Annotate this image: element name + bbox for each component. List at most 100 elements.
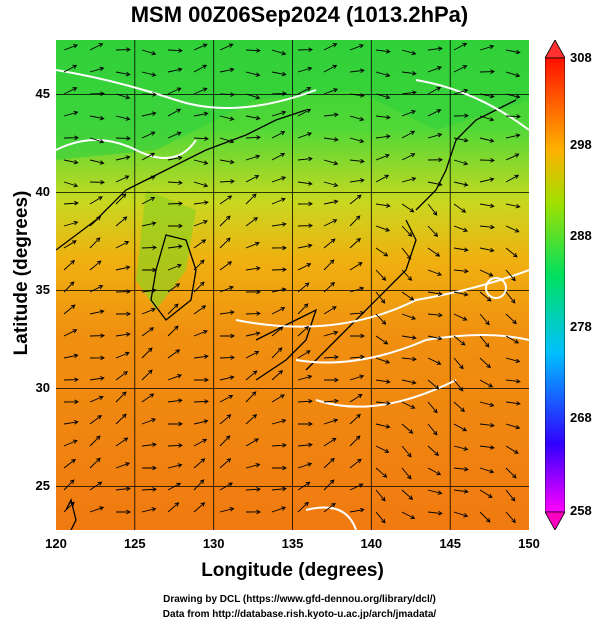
wind-arrow bbox=[401, 269, 413, 281]
wind-arrow bbox=[453, 379, 464, 392]
wind-arrow bbox=[401, 176, 417, 183]
wind-arrow bbox=[401, 335, 417, 340]
x-tick-label: 125 bbox=[123, 536, 146, 551]
wind-arrow bbox=[219, 92, 235, 97]
grid bbox=[56, 40, 529, 530]
wind-arrow bbox=[245, 414, 258, 425]
chart-title: MSM 00Z06Sep2024 (1013.2hPa) bbox=[130, 2, 469, 27]
wind-arrow bbox=[323, 437, 337, 447]
wind-arrow bbox=[167, 374, 182, 381]
wind-arrow bbox=[427, 132, 443, 139]
wind-arrow bbox=[193, 281, 205, 293]
wind-arrow bbox=[63, 377, 79, 382]
wind-arrow bbox=[141, 418, 157, 425]
wind-arrow bbox=[323, 88, 339, 95]
wind-arrow bbox=[505, 247, 518, 258]
wind-arrow bbox=[63, 281, 75, 293]
y-tick-label: 40 bbox=[35, 184, 50, 200]
wind-arrow bbox=[297, 87, 312, 95]
colorbar-tick: 258 bbox=[570, 503, 592, 518]
wind-arrow bbox=[323, 159, 339, 166]
wind-arrow bbox=[453, 511, 469, 518]
wind-arrow bbox=[297, 350, 311, 359]
wind-arrow bbox=[167, 48, 183, 53]
wind-arrow bbox=[323, 137, 339, 142]
wind-arrow bbox=[505, 489, 516, 502]
wind-arrow bbox=[427, 86, 442, 95]
wind-arrow bbox=[141, 442, 157, 448]
wind-arrow bbox=[427, 181, 443, 187]
wind-arrow bbox=[167, 421, 183, 427]
wind-arrow bbox=[297, 223, 313, 228]
wind-arrow bbox=[401, 511, 416, 520]
wind-arrow bbox=[349, 310, 365, 316]
wind-arrow bbox=[167, 283, 181, 293]
wind-arrow bbox=[219, 458, 232, 469]
wind-arrow bbox=[245, 154, 261, 161]
wind-arrow bbox=[401, 313, 417, 320]
wind-arrow bbox=[167, 349, 181, 359]
wind-arrow bbox=[479, 379, 494, 388]
wind-arrow bbox=[141, 71, 157, 77]
wind-arrow bbox=[141, 267, 157, 273]
wind-arrow bbox=[349, 215, 361, 227]
wind-arrow bbox=[63, 44, 78, 51]
wind-arrow bbox=[479, 489, 493, 498]
wind-arrow bbox=[115, 71, 131, 77]
wind-arrow bbox=[167, 180, 183, 186]
wind-arrow bbox=[89, 376, 105, 381]
wind-arrow bbox=[505, 401, 521, 406]
wind-arrow bbox=[453, 181, 469, 187]
wind-arrow bbox=[505, 511, 516, 524]
wind-arrow bbox=[89, 115, 105, 121]
wind-arrow bbox=[401, 489, 414, 500]
wind-arrow bbox=[271, 71, 287, 77]
wind-arrow bbox=[193, 87, 208, 95]
y-tick-label: 25 bbox=[35, 478, 50, 494]
wind-arrow bbox=[427, 109, 442, 117]
wind-arrow bbox=[427, 291, 443, 296]
wind-arrow bbox=[375, 174, 390, 183]
wind-arrow bbox=[505, 467, 517, 479]
wind-arrow bbox=[401, 467, 412, 480]
x-axis-label: Longitude (degrees) bbox=[201, 560, 384, 581]
colorbar bbox=[545, 40, 565, 530]
wind-arrow bbox=[375, 313, 387, 325]
wind-arrow bbox=[349, 93, 365, 98]
wind-arrow bbox=[89, 179, 105, 185]
wind-arrow bbox=[323, 181, 339, 188]
wind-arrow bbox=[219, 67, 235, 73]
wind-arrow bbox=[63, 329, 78, 337]
wind-arrow bbox=[427, 66, 442, 73]
wind-arrow bbox=[141, 196, 156, 205]
wind-arrow bbox=[323, 259, 335, 271]
wind-arrow bbox=[453, 137, 469, 143]
wind-arrow bbox=[271, 506, 287, 513]
wind-arrow bbox=[297, 374, 313, 381]
wind-arrow bbox=[297, 303, 309, 315]
wind-arrow bbox=[349, 158, 365, 164]
wind-arrow bbox=[375, 357, 391, 364]
wind-arrow bbox=[323, 43, 338, 51]
wind-arrow bbox=[349, 435, 361, 447]
y-tick-label: 45 bbox=[35, 86, 50, 102]
wind-arrow bbox=[453, 489, 469, 494]
wind-arrow bbox=[193, 159, 209, 165]
wind-arrow bbox=[349, 354, 365, 360]
wind-arrow bbox=[193, 419, 209, 425]
wind-arrow bbox=[271, 394, 285, 403]
wind-arrow bbox=[271, 176, 287, 183]
wind-arrow bbox=[115, 437, 129, 447]
wind-arrow bbox=[349, 507, 365, 513]
wind-arrow bbox=[115, 371, 129, 381]
wind-arrow bbox=[193, 354, 209, 359]
wind-arrow bbox=[141, 111, 157, 117]
wind-arrow bbox=[297, 263, 312, 271]
wind-arrow bbox=[505, 174, 520, 183]
wind-arrow bbox=[219, 414, 232, 425]
wind-arrow bbox=[245, 438, 259, 447]
wind-arrow bbox=[297, 66, 313, 73]
wind-arrow bbox=[115, 155, 131, 161]
wind-arrow bbox=[427, 423, 438, 436]
wind-arrow bbox=[453, 65, 468, 73]
